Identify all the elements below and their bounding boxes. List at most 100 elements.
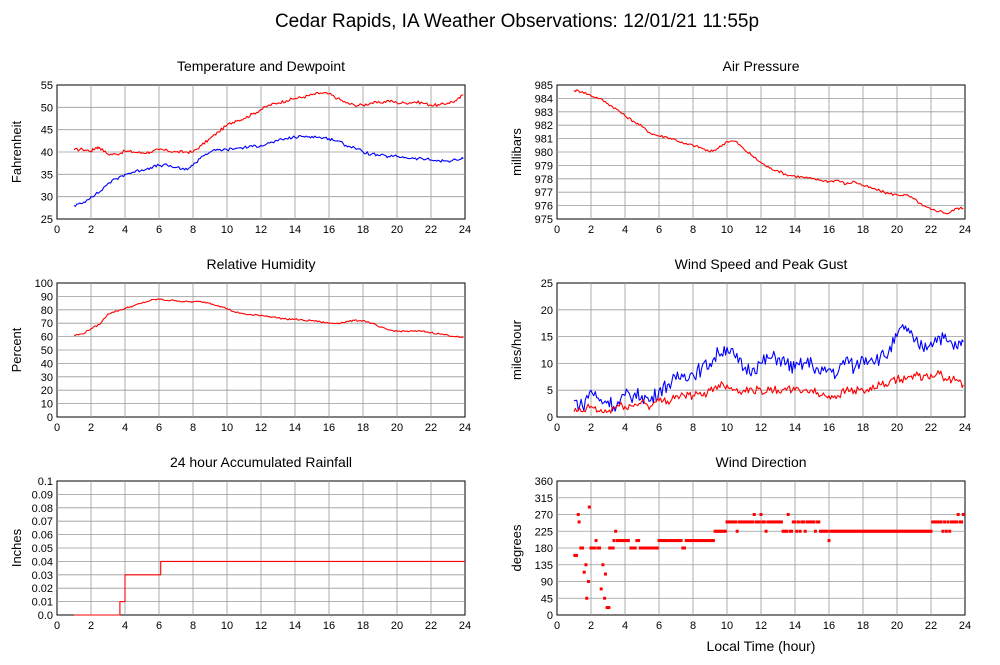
x-tick-label: 12 — [755, 422, 767, 434]
data-point — [701, 539, 705, 543]
data-point — [688, 539, 692, 543]
y-tick-label: 975 — [535, 214, 553, 226]
y-tick-label: 0 — [547, 610, 553, 622]
data-point — [956, 513, 960, 516]
data-point — [788, 529, 792, 533]
y-tick-label: 0.04 — [32, 556, 53, 568]
data-point — [807, 520, 811, 524]
data-point — [905, 529, 909, 533]
data-point — [880, 529, 884, 533]
x-tick-label: 2 — [88, 620, 94, 632]
y-tick-label: 0.08 — [32, 503, 53, 515]
data-point — [820, 529, 824, 533]
data-point — [931, 520, 935, 524]
data-point — [605, 606, 609, 610]
data-point — [703, 539, 707, 543]
data-point — [708, 539, 712, 543]
data-point — [587, 505, 591, 509]
x-tick-label: 0 — [554, 620, 560, 632]
data-point — [868, 529, 872, 533]
data-point — [706, 539, 710, 543]
x-tick-label: 24 — [959, 620, 971, 632]
data-point — [856, 529, 860, 533]
y-tick-label: 5 — [547, 385, 553, 397]
data-point — [664, 539, 668, 543]
data-point — [941, 529, 945, 533]
y-axis-label: Percent — [9, 327, 24, 372]
y-tick-label: 225 — [535, 526, 553, 538]
x-tick-label: 14 — [789, 224, 801, 236]
data-point — [832, 529, 836, 533]
y-axis-label: Inches — [9, 528, 24, 567]
data-point — [620, 539, 624, 543]
data-point — [601, 563, 605, 567]
data-point — [577, 520, 581, 524]
data-point — [915, 529, 919, 533]
data-point — [598, 546, 601, 550]
x-tick-label: 8 — [690, 224, 696, 236]
data-point — [734, 520, 737, 524]
data-point — [655, 546, 659, 550]
y-tick-label: 50 — [41, 102, 53, 114]
data-point — [672, 539, 676, 543]
data-point — [638, 546, 642, 550]
y-tick-label: 982 — [535, 120, 553, 132]
data-point — [909, 529, 913, 533]
data-point — [927, 529, 931, 533]
data-point — [612, 539, 616, 543]
data-point — [944, 529, 948, 533]
data-point — [674, 539, 678, 543]
data-point — [810, 520, 814, 524]
data-point — [846, 529, 850, 533]
data-point — [776, 520, 780, 524]
data-point — [785, 529, 788, 533]
data-point — [773, 520, 777, 524]
y-axis-label: miles/hour — [509, 319, 524, 380]
data-point — [778, 520, 782, 524]
x-tick-label: 18 — [857, 620, 869, 632]
y-tick-label: 25 — [541, 278, 553, 290]
data-point — [667, 539, 671, 543]
data-point — [796, 520, 800, 524]
x-tick-label: 24 — [959, 422, 971, 434]
data-point — [654, 546, 658, 550]
y-tick-label: 10 — [41, 399, 53, 411]
data-point — [584, 563, 588, 567]
x-tick-label: 8 — [690, 620, 696, 632]
y-tick-label: 0.01 — [32, 597, 53, 609]
x-tick-label: 4 — [622, 422, 628, 434]
data-point — [711, 539, 715, 543]
x-tick-label: 2 — [588, 620, 594, 632]
y-tick-label: 0.02 — [32, 583, 53, 595]
data-point — [677, 539, 681, 543]
data-point — [885, 529, 889, 533]
data-point — [691, 539, 695, 543]
data-point — [589, 546, 593, 550]
data-point — [662, 539, 666, 543]
chart-title: 24 hour Accumulated Rainfall — [170, 454, 352, 470]
data-point — [660, 539, 664, 543]
data-point — [618, 539, 622, 543]
data-point — [948, 529, 952, 533]
x-tick-label: 22 — [425, 224, 437, 236]
data-point — [953, 520, 957, 524]
data-point — [924, 529, 928, 533]
x-tick-label: 0 — [54, 620, 60, 632]
data-point — [822, 529, 826, 533]
x-tick-label: 24 — [459, 224, 471, 236]
y-tick-label: 0.03 — [32, 570, 53, 582]
x-tick-label: 16 — [823, 620, 835, 632]
data-point — [754, 520, 758, 524]
data-point — [791, 520, 795, 524]
x-tick-label: 14 — [789, 620, 801, 632]
x-tick-label: 2 — [88, 224, 94, 236]
x-tick-label: 12 — [755, 224, 767, 236]
data-point — [744, 520, 748, 524]
data-point — [596, 546, 600, 550]
data-point — [961, 513, 965, 516]
x-tick-label: 10 — [721, 422, 733, 434]
x-tick-label: 4 — [122, 224, 128, 236]
data-point — [640, 546, 644, 550]
